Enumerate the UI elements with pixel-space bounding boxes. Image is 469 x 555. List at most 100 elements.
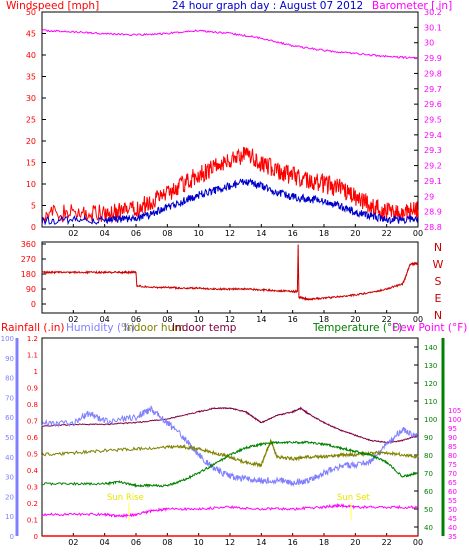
- temp-y-tick-label: 70: [424, 470, 433, 478]
- dewpoint-y-tick-label: 80: [448, 452, 457, 460]
- series-temperature: [41, 440, 418, 489]
- barometer-y-tick-label: 29.4: [424, 131, 442, 140]
- direction-y-tick-label: 90: [26, 285, 36, 294]
- rain-y-tick-label: 0: [34, 533, 38, 541]
- barometer-y-tick-label: 29.6: [424, 100, 442, 109]
- wind-x-tick-label: 16: [288, 229, 298, 238]
- barometer-y-tick-label: 29.3: [424, 146, 442, 155]
- rain-y-tick-label: 1.1: [27, 352, 38, 360]
- direction-cardinal-label: W: [433, 258, 444, 271]
- temp-x-tick-label: 16: [288, 538, 298, 547]
- direction-x-tick-label: 02: [68, 315, 78, 324]
- temp-y-tick-label: 60: [424, 488, 433, 496]
- temp-y-tick-label: 90: [424, 434, 433, 442]
- rain-y-tick-label: 0.4: [27, 467, 39, 475]
- wind-x-tick-label: 14: [256, 229, 266, 238]
- temp-y-tick-label: 110: [424, 398, 437, 406]
- wind-y-tick-label: 15: [26, 159, 36, 168]
- barometer-y-tick-label: 29.1: [424, 177, 442, 186]
- direction-y-tick-label: 0: [31, 300, 36, 309]
- direction-cardinal-label: S: [435, 275, 442, 288]
- windspeed-axis-title: Windspeed [mph]: [6, 0, 99, 12]
- wind-y-tick-label: 25: [26, 116, 36, 125]
- wind-y-tick-label: 0: [31, 223, 36, 232]
- temp-x-tick-label: 04: [100, 538, 110, 547]
- rain-y-tick-label: 0.1: [27, 517, 38, 525]
- humidity-y-tick-label: 0: [10, 533, 14, 541]
- humidity-y-tick-label: 30: [5, 474, 14, 482]
- direction-x-tick-label: 20: [350, 315, 360, 324]
- dewpoint-y-tick-label: 75: [448, 461, 457, 469]
- humidity-y-tick-label: 40: [5, 454, 14, 462]
- wind-x-tick-label: 08: [162, 229, 172, 238]
- direction-x-tick-label: 10: [194, 315, 204, 324]
- direction-y-tick-label: 270: [21, 255, 36, 264]
- wind-x-tick-label: 12: [225, 229, 235, 238]
- temp-y-tick-label: 40: [424, 524, 433, 532]
- temp-x-tick-label: 20: [350, 538, 360, 547]
- wind-y-tick-label: 35: [26, 73, 36, 82]
- dewpoint-y-tick-label: 85: [448, 443, 457, 451]
- direction-x-tick-label: 00: [413, 315, 423, 324]
- rain-y-tick-label: 1.2: [27, 335, 38, 343]
- barometer-axis-title: Barometer [.in]: [372, 0, 452, 12]
- temp-x-tick-label: 02: [68, 538, 78, 547]
- dewpoint-y-tick-label: 55: [448, 497, 457, 505]
- temp-y-tick-label: 120: [424, 380, 437, 388]
- barometer-y-tick-label: 29.2: [424, 162, 442, 171]
- dewpoint-y-tick-label: 100: [448, 416, 461, 424]
- humidity-y-tick-label: 20: [5, 493, 14, 501]
- humidity-y-tick-label: 100: [1, 335, 14, 343]
- dewpoint-y-tick-label: 65: [448, 479, 457, 487]
- barometer-y-tick-label: 28.9: [424, 208, 442, 217]
- humidity-y-tick-label: 50: [5, 434, 14, 442]
- temp-x-tick-label: 14: [256, 538, 266, 547]
- direction-x-tick-label: 22: [382, 315, 392, 324]
- dewpoint-y-tick-label: 50: [448, 506, 457, 514]
- barometer-y-tick-label: 29.7: [424, 85, 442, 94]
- temp-y-tick-label: 130: [424, 362, 437, 370]
- direction-y-tick-label: 180: [21, 270, 36, 279]
- rain-y-tick-label: 1: [34, 368, 38, 376]
- legend-temperature: Temperature (°F): [312, 322, 402, 334]
- dewpoint-y-tick-label: 70: [448, 470, 457, 478]
- legend-indoor-hum: Indoor hum: [124, 322, 184, 334]
- wind-x-tick-label: 06: [131, 229, 141, 238]
- temp-x-tick-label: 18: [319, 538, 329, 547]
- sunrise-label: Sun Rise: [107, 493, 144, 503]
- chart-series: [41, 29, 419, 537]
- wind-y-tick-label: 40: [26, 51, 36, 60]
- wind-y-tick-label: 50: [26, 8, 36, 17]
- legend-rainfall: Rainfall (.in): [1, 322, 64, 334]
- temp-y-tick-label: 100: [424, 416, 437, 424]
- wind-x-tick-label: 04: [100, 229, 110, 238]
- direction-x-tick-label: 04: [100, 315, 110, 324]
- temp-x-tick-label: 12: [225, 538, 235, 547]
- rain-y-tick-label: 0.5: [27, 451, 38, 459]
- series-wind: [41, 177, 419, 226]
- dewpoint-y-tick-label: 95: [448, 425, 457, 433]
- barometer-y-tick-label: 28.8: [424, 223, 442, 232]
- dewpoint-y-tick-label: 35: [448, 533, 457, 541]
- rain-y-tick-label: 0.9: [27, 385, 38, 393]
- temp-x-tick-label: 22: [382, 538, 392, 547]
- direction-cardinal-label: N: [434, 241, 442, 254]
- temp-x-tick-label: 06: [131, 538, 141, 547]
- barometer-y-tick-label: 29.9: [424, 54, 442, 63]
- wind-y-tick-label: 5: [31, 202, 36, 211]
- dewpoint-y-tick-label: 45: [448, 515, 457, 523]
- humidity-y-tick-label: 10: [5, 513, 14, 521]
- temp-x-tick-label: 10: [194, 538, 204, 547]
- dewpoint-y-tick-label: 40: [448, 524, 457, 532]
- barometer-y-tick-label: 30: [424, 39, 434, 48]
- dewpoint-y-tick-label: 90: [448, 434, 457, 442]
- rain-y-tick-label: 0.2: [27, 500, 38, 508]
- wind-x-tick-label: 18: [319, 229, 329, 238]
- direction-x-tick-label: 16: [288, 315, 298, 324]
- wind-x-tick-label: 10: [194, 229, 204, 238]
- series-indoor-temp: [41, 406, 419, 444]
- humidity-y-tick-label: 90: [5, 355, 14, 363]
- legend-indoor-temp: Indoor temp: [172, 322, 237, 334]
